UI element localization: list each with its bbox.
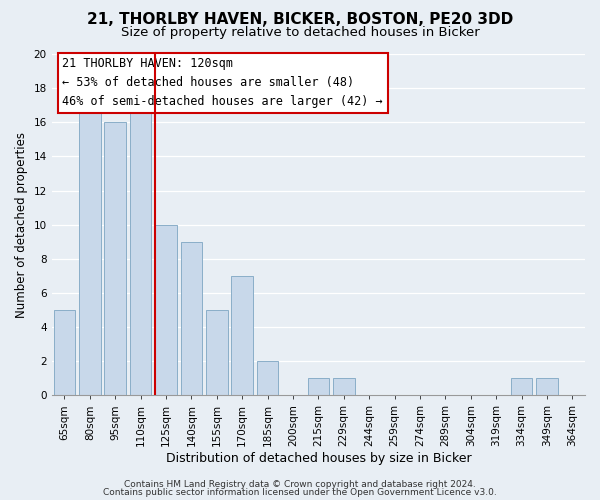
X-axis label: Distribution of detached houses by size in Bicker: Distribution of detached houses by size … [166, 452, 471, 465]
Bar [333, 378, 355, 396]
Bar [181, 242, 202, 396]
Text: 21, THORLBY HAVEN, BICKER, BOSTON, PE20 3DD: 21, THORLBY HAVEN, BICKER, BOSTON, PE20 … [87, 12, 513, 28]
Bar [257, 361, 278, 396]
Bar [232, 276, 253, 396]
Bar [130, 105, 151, 396]
Y-axis label: Number of detached properties: Number of detached properties [15, 132, 28, 318]
Text: Contains HM Land Registry data © Crown copyright and database right 2024.: Contains HM Land Registry data © Crown c… [124, 480, 476, 489]
Text: 21 THORLBY HAVEN: 120sqm
← 53% of detached houses are smaller (48)
46% of semi-d: 21 THORLBY HAVEN: 120sqm ← 53% of detach… [62, 58, 383, 108]
Text: Size of property relative to detached houses in Bicker: Size of property relative to detached ho… [121, 26, 479, 39]
Bar [536, 378, 557, 396]
Bar [308, 378, 329, 396]
Bar [206, 310, 227, 396]
Bar [511, 378, 532, 396]
Bar [79, 105, 101, 396]
Bar [155, 224, 177, 396]
Text: Contains public sector information licensed under the Open Government Licence v3: Contains public sector information licen… [103, 488, 497, 497]
Bar [104, 122, 126, 396]
Bar [53, 310, 75, 396]
